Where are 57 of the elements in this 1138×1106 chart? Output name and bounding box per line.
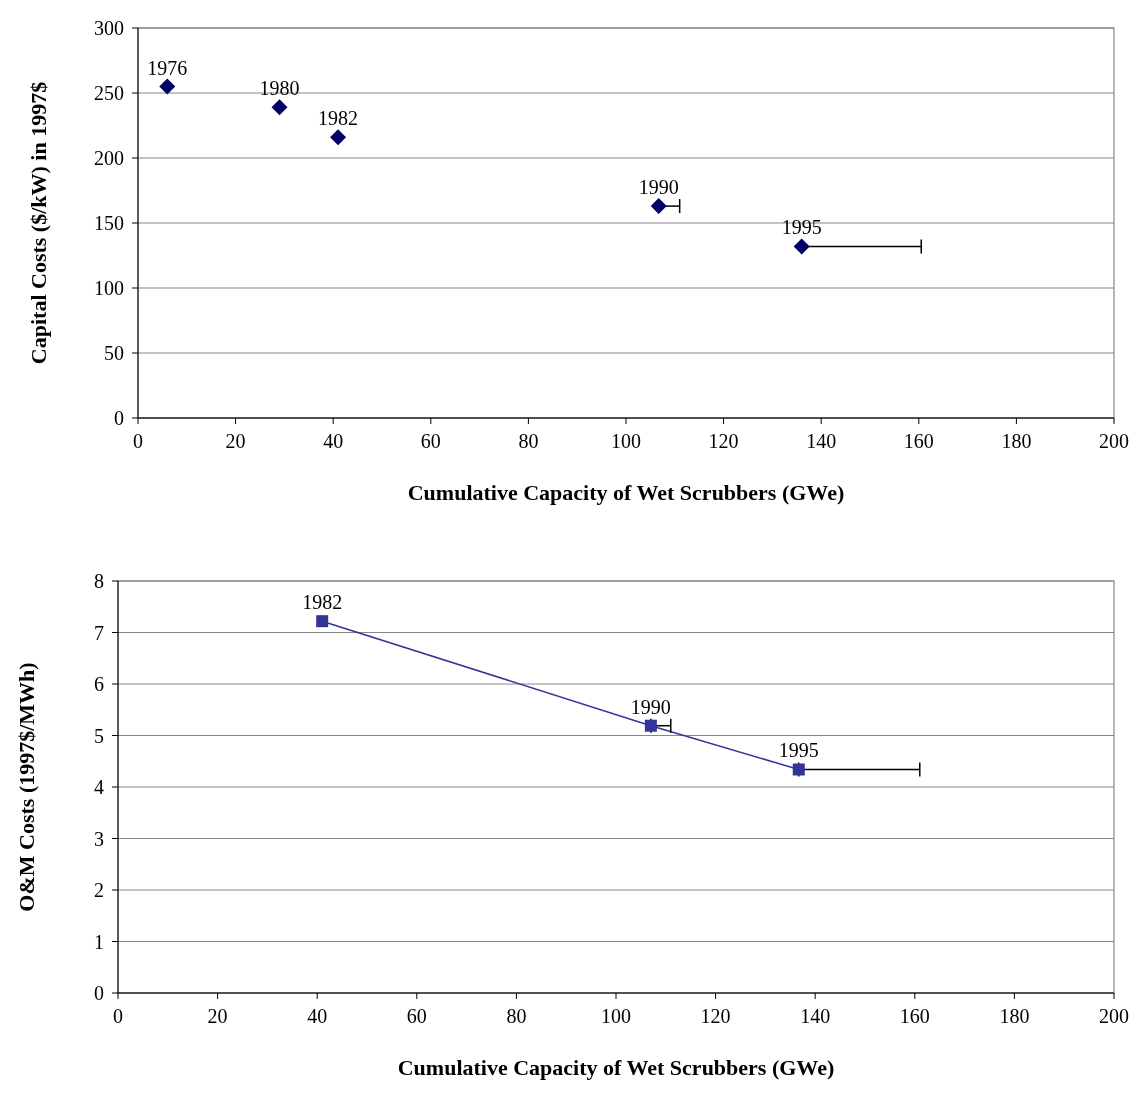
x-tick-label: 80: [518, 430, 539, 452]
x-tick-label: 20: [225, 430, 246, 452]
annotation: 1980: [259, 77, 300, 100]
y-axis-title: O&M Costs (1997$/MWh): [14, 662, 39, 912]
x-tick-label: 180: [999, 1005, 1030, 1027]
x-tick-label: 20: [207, 1005, 228, 1027]
x-tick-label: 140: [800, 1005, 831, 1027]
annotation: 1995: [778, 739, 819, 762]
x-tick-label: 40: [307, 1005, 328, 1027]
point: [650, 198, 667, 215]
x-tick-label: 60: [420, 430, 441, 452]
y-tick-label: 200: [94, 147, 124, 169]
annotation: 1982: [302, 591, 343, 614]
x-tick-label: 120: [708, 430, 739, 452]
y-tick-label: 6: [94, 673, 104, 695]
point: [316, 615, 329, 628]
y-tick-label: 150: [94, 212, 124, 234]
x-tick-label: 80: [506, 1005, 527, 1027]
x-tick-label: 60: [406, 1005, 427, 1027]
x-tick-label: 40: [323, 430, 344, 452]
y-tick-label: 5: [94, 724, 104, 747]
annotation: 1976: [147, 56, 188, 79]
x-tick-label: 180: [1001, 430, 1032, 452]
annotation: 1990: [630, 695, 671, 718]
y-axis-title: Capital Costs ($/kW) in 1997$: [26, 81, 51, 365]
y-tick-label: 100: [94, 277, 124, 299]
x-tick-label: 100: [611, 430, 641, 452]
y-tick-label: 4: [94, 776, 104, 798]
point: [644, 719, 657, 732]
point: [159, 78, 176, 95]
x-tick-label: 200: [1099, 1005, 1129, 1027]
x-tick-label: 100: [601, 1005, 631, 1027]
annotation: 1990: [638, 176, 679, 199]
x-tick-label: 140: [806, 430, 837, 452]
annotation: 1982: [318, 107, 359, 130]
point: [792, 763, 805, 776]
x-tick-label: 120: [700, 1005, 731, 1027]
x-axis-title: Cumulative Capacity of Wet Scrubbers (GWe): [407, 480, 845, 505]
x-tick-label: 160: [903, 430, 934, 452]
y-tick-label: 1: [94, 930, 104, 953]
y-tick-label: 0: [94, 982, 104, 1004]
y-tick-label: 2: [94, 879, 104, 901]
y-tick-label: 50: [104, 342, 124, 364]
point: [271, 99, 288, 116]
y-tick-label: 7: [94, 621, 104, 644]
y-tick-label: 300: [94, 17, 124, 39]
y-tick-label: 0: [114, 407, 124, 429]
y-tick-label: 250: [94, 82, 124, 104]
x-tick-label: 0: [133, 430, 143, 452]
x-tick-label: 160: [899, 1005, 930, 1027]
x-tick-label: 200: [1099, 430, 1129, 452]
y-tick-label: 3: [94, 827, 104, 850]
point: [793, 238, 810, 255]
x-axis-title: Cumulative Capacity of Wet Scrubbers (GWe): [397, 1055, 835, 1080]
annotation: 1995: [781, 216, 822, 239]
point: [330, 129, 347, 146]
y-tick-label: 8: [94, 570, 104, 592]
